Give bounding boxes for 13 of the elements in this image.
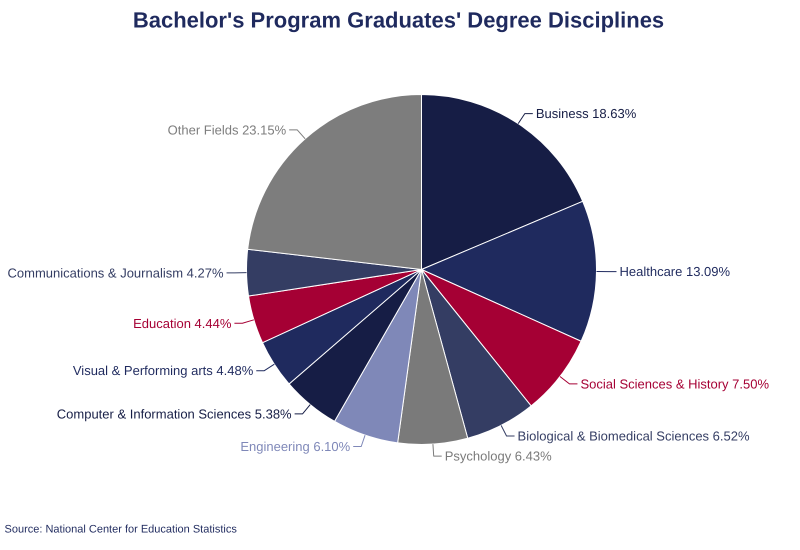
source-note: Source: National Center for Education Statistics [4, 524, 238, 536]
slice-label: Healthcare 13.09% [619, 264, 730, 280]
slice-label: Other Fields 23.15% [168, 122, 287, 138]
slice-label: Biological & Biomedical Sciences 6.52% [518, 428, 750, 444]
slice-label: Psychology 6.43% [444, 448, 552, 464]
slice-label: Visual & Performing arts 4.48% [72, 363, 254, 378]
chart-title: Bachelor's Program Graduates' Degree Disciplines [132, 8, 664, 32]
slice-label: Computer & Information Sciences 5.38% [56, 406, 292, 422]
slice-label: Social Sciences & History 7.50% [580, 376, 770, 392]
slice-label: Business 18.63% [536, 106, 637, 122]
slice-label: Engineering 6.10% [240, 439, 351, 454]
slice-label: Education 4.44% [133, 316, 232, 331]
slice-label: Communications & Journalism 4.27% [7, 265, 224, 280]
